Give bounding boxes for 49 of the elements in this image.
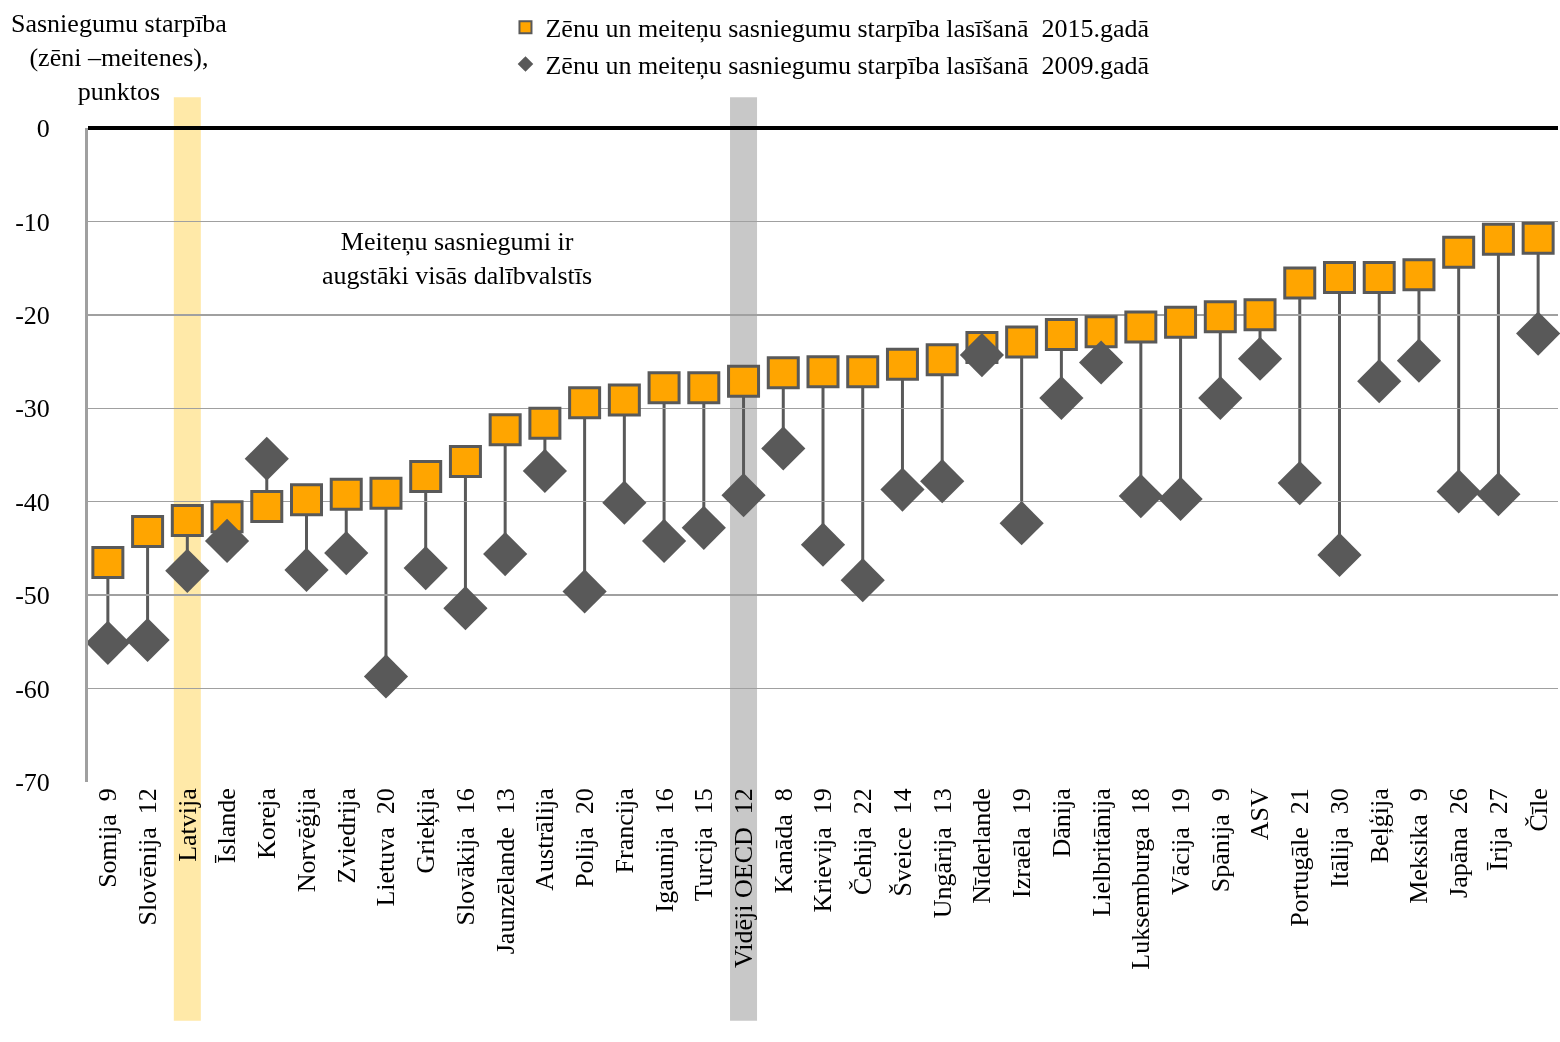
x-tick-label: Krievija 19 (808, 788, 838, 913)
y-tick-label: 0 (36, 114, 50, 144)
y-tick-label: -40 (15, 487, 50, 517)
y-tick-label: -50 (15, 581, 50, 611)
x-tick-label: Koreja (252, 787, 282, 859)
y-axis-title: Sasniegumu starpība (zēni –meitenes), punktos (11, 9, 228, 106)
x-tick-label: Japāna 26 (1444, 788, 1474, 898)
x-tick-label: Slovēnija 12 (133, 788, 163, 926)
x-tick-label: Somija 9 (93, 788, 123, 888)
x-tick-label: Luksemburga 18 (1126, 788, 1156, 970)
x-tick-label: Turcija 15 (689, 788, 719, 902)
x-tick-label: Beļģija (1364, 787, 1394, 864)
x-tick-label: Ungārija 13 (927, 788, 957, 919)
x-tick-label: Kanāda 8 (768, 788, 798, 894)
x-tick-label: Lielbritānija (1086, 787, 1116, 917)
y-tick-label: -20 (15, 300, 50, 330)
x-tick-label: Norvēģija (291, 787, 321, 893)
x-tick-label: Itālija 30 (1324, 788, 1354, 888)
x-tick-label: Vācija 19 (1166, 788, 1196, 896)
x-tick-label: Portugāle 21 (1285, 788, 1315, 927)
x-tick-label: Nīderlande (967, 788, 997, 904)
x-tick-label: Grieķija (411, 787, 441, 874)
x-tick-label: Vidēji OECD 12 (728, 788, 758, 968)
x-tick-label: Zviedrija (331, 787, 361, 884)
legend-label: Zēnu un meiteņu sasniegumu starpība lasīšanā 2015.gadā (545, 14, 1150, 44)
x-tick-label: Dānija (1046, 787, 1076, 858)
x-tick-label: Izraēla 19 (1007, 788, 1037, 898)
x-tick-label: Igaunija 16 (649, 788, 679, 913)
x-tick-label: Spānija 9 (1205, 788, 1235, 893)
x-tick-label: Austrālija (530, 787, 560, 891)
x-tick-label: Īslande (212, 788, 242, 864)
x-tick-label: Francija (609, 787, 639, 874)
x-tick-label: ASV (1245, 787, 1275, 841)
legend-label: Zēnu un meiteņu sasniegumu starpība lasīšanā 2009.gadā (545, 51, 1150, 81)
y-tick-label: -60 (15, 674, 50, 704)
x-tick-label: Čīle (1523, 788, 1553, 832)
x-tick-label: Slovākija 16 (450, 788, 480, 926)
y-tick-label: -70 (15, 768, 50, 798)
x-tick-label: Jaunzēlande 13 (490, 788, 520, 955)
y-tick-label: -30 (15, 394, 50, 424)
x-tick-label: Šveice 14 (887, 788, 917, 897)
x-tick-label: Čehija 22 (848, 788, 878, 896)
x-tick-label: Īrija 27 (1483, 788, 1513, 871)
y-tick-label: -10 (15, 207, 50, 237)
x-tick-label: Latvija (172, 787, 202, 862)
x-tick-label: Lietuva 20 (371, 788, 401, 907)
x-tick-label: Polija 20 (570, 788, 600, 888)
annotation: Meiteņu sasniegumi ir augstāki visās dalībvalstīs (322, 227, 593, 290)
x-tick-label: Meksika 9 (1404, 788, 1434, 904)
